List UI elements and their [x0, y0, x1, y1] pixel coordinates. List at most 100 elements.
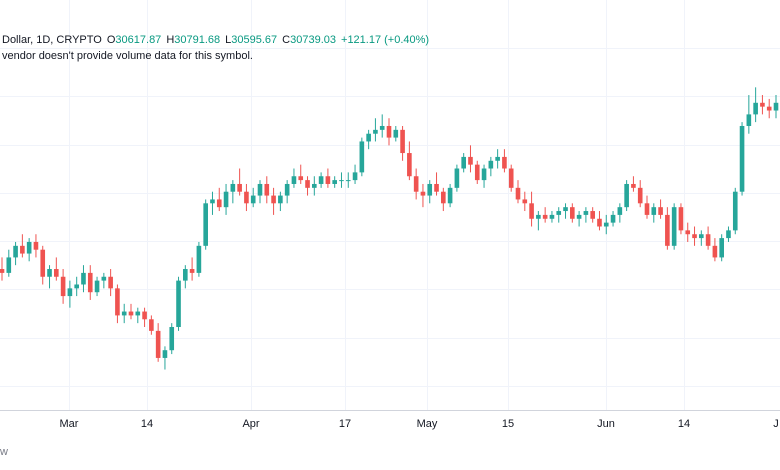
candle [760, 95, 765, 115]
candle [87, 265, 93, 300]
candle-body [481, 168, 487, 181]
candle [74, 276, 79, 297]
candle [230, 180, 236, 204]
candle-body [488, 160, 494, 169]
candle [637, 180, 643, 208]
candle-body [732, 191, 738, 231]
candle [420, 183, 426, 208]
time-axis[interactable]: Mar 14 Apr 17 May 15 Jun 14 J [0, 410, 780, 439]
candle-body [441, 191, 446, 204]
open-value: 30617.87 [115, 34, 162, 46]
candle [583, 207, 589, 223]
footer: w [0, 438, 780, 470]
candlestick-chart[interactable] [0, 0, 780, 410]
candle [474, 160, 480, 184]
candle [447, 183, 453, 208]
candle-body [665, 214, 670, 246]
candle [753, 87, 758, 123]
candle [366, 129, 371, 150]
candle [216, 187, 222, 212]
candle-body [658, 207, 663, 215]
candle [603, 214, 609, 235]
candle [352, 164, 358, 184]
candle-body [461, 156, 466, 169]
candle [325, 168, 331, 188]
candle [413, 168, 419, 200]
candle [312, 176, 317, 196]
candle-body [624, 183, 629, 208]
high-value: 30791.68 [174, 34, 221, 46]
candle-body [94, 280, 100, 293]
candle-body [542, 214, 548, 219]
candle-body [196, 245, 202, 273]
candle-body [400, 129, 405, 154]
candle-body [332, 180, 337, 184]
candle-body [203, 203, 208, 246]
candle-body [760, 102, 765, 107]
candle [142, 307, 147, 328]
candle [237, 168, 242, 196]
candle-body [502, 156, 507, 169]
candle [379, 114, 385, 138]
candle-body [366, 133, 371, 142]
candle [278, 191, 283, 212]
candle [400, 125, 405, 161]
candle-body [149, 319, 154, 331]
candle [665, 207, 670, 250]
candle [441, 187, 446, 212]
candle-body [386, 125, 392, 138]
candle-body [33, 241, 39, 250]
x-tick-label: May [416, 418, 438, 430]
candle-body [671, 207, 677, 246]
candle-body [373, 129, 378, 134]
candle [101, 272, 107, 289]
candle [407, 141, 412, 181]
candle-body [379, 125, 385, 130]
candle-body [54, 269, 59, 277]
candle [746, 95, 752, 134]
candle-body [67, 288, 73, 297]
candle [373, 118, 378, 142]
candle-body [189, 269, 195, 273]
candle [298, 164, 304, 184]
candle-body [210, 199, 215, 204]
candle [624, 180, 629, 212]
x-tick-label: Apr [242, 418, 260, 430]
candle [189, 257, 195, 281]
x-tick-label: Jun [597, 418, 615, 430]
candle [169, 323, 175, 355]
candle-body [305, 180, 310, 188]
candle-body [40, 249, 46, 277]
candle-body [359, 141, 365, 173]
candle-body [597, 218, 602, 227]
candle [699, 230, 704, 246]
candle [766, 98, 772, 119]
candle [454, 164, 460, 192]
candle-body [183, 269, 188, 281]
candle [590, 207, 595, 223]
close-value: 30739.03 [290, 34, 337, 46]
candle-body [60, 276, 66, 297]
candle-body [135, 311, 141, 316]
candle-body [278, 195, 283, 204]
candle [529, 191, 534, 227]
candle-body [427, 183, 433, 196]
candle [393, 125, 399, 142]
candle [162, 346, 168, 370]
candle-body [128, 311, 134, 316]
candle-body [434, 183, 439, 192]
candle [705, 226, 711, 250]
candle-body [121, 311, 127, 316]
candle-body [47, 269, 52, 277]
candle [0, 257, 5, 281]
close-label: C [282, 34, 291, 46]
candle [128, 303, 134, 320]
chart-area[interactable]: Dollar, 1D, CRYPTO O30617.87 H30791.68 L305… [0, 0, 780, 410]
candle [210, 191, 215, 215]
candle-body [115, 288, 120, 316]
candle-body [447, 187, 453, 204]
candle [461, 153, 466, 173]
candle-body [590, 211, 595, 219]
candle-body [420, 191, 426, 196]
candle-body [155, 330, 161, 358]
